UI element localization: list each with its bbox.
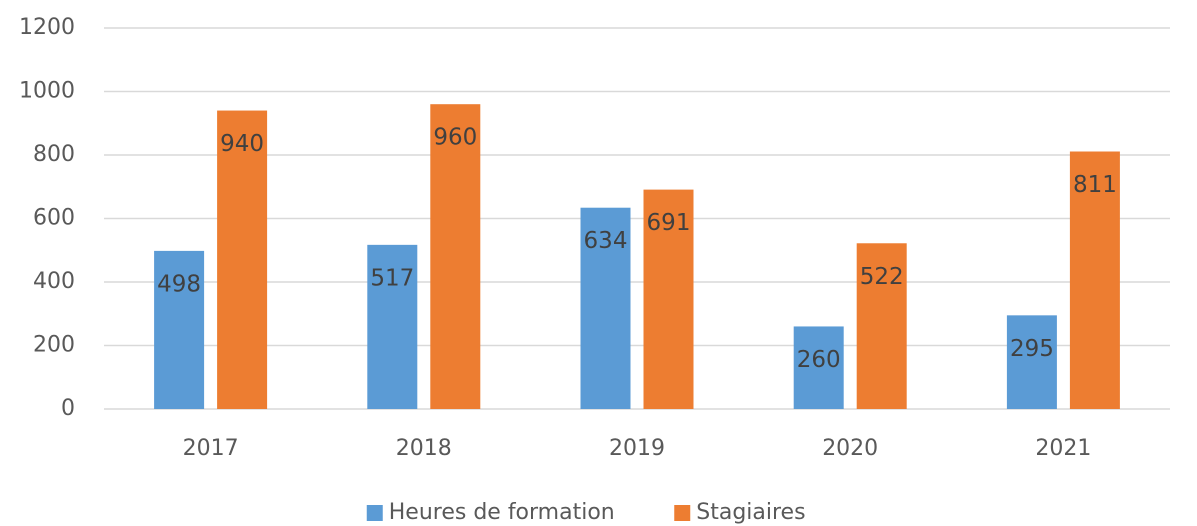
data-label: 498 <box>157 271 201 297</box>
x-tick-label: 2018 <box>396 436 452 461</box>
bar <box>154 250 205 409</box>
bar <box>793 326 844 409</box>
legend-swatch <box>674 505 691 521</box>
x-tick-label: 2021 <box>1035 436 1091 461</box>
data-label: 691 <box>647 210 691 236</box>
data-label: 295 <box>1010 336 1054 362</box>
legend-swatch <box>366 505 383 521</box>
y-tick-label: 200 <box>33 333 75 358</box>
data-label: 940 <box>220 131 264 157</box>
y-tick-label: 0 <box>61 396 75 421</box>
bar <box>580 207 631 409</box>
x-tick-label: 2020 <box>822 436 878 461</box>
y-tick-label: 400 <box>33 269 75 294</box>
y-tick-label: 600 <box>33 206 75 231</box>
bar <box>430 104 481 409</box>
data-label: 260 <box>797 347 841 373</box>
bar <box>856 243 907 409</box>
x-tick-label: 2019 <box>609 436 665 461</box>
bar <box>217 110 268 410</box>
legend-label: Stagiaires <box>696 500 805 525</box>
bar <box>1069 151 1120 409</box>
data-label: 634 <box>584 228 628 254</box>
data-label: 811 <box>1073 172 1117 198</box>
data-label: 517 <box>370 265 414 291</box>
y-tick-label: 800 <box>33 142 75 167</box>
data-label: 522 <box>860 264 904 290</box>
data-label: 960 <box>433 125 477 151</box>
legend-label: Heures de formation <box>389 500 615 525</box>
y-tick-label: 1000 <box>19 79 75 104</box>
bar <box>1006 315 1057 409</box>
x-tick-label: 2017 <box>183 436 239 461</box>
bar <box>367 244 418 409</box>
bar <box>643 189 694 409</box>
y-tick-label: 1200 <box>19 15 75 40</box>
